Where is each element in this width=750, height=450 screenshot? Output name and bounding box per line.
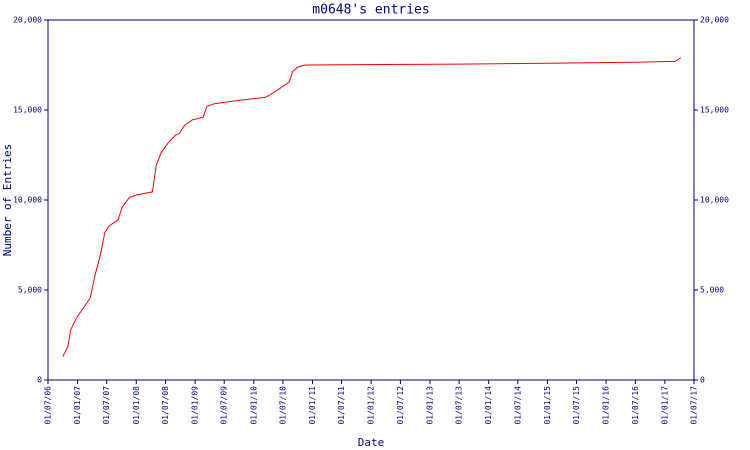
y2-tick-label: 10,000	[700, 196, 729, 205]
y-tick-label: 0	[37, 376, 42, 385]
y2-tick-label: 5,000	[700, 286, 724, 295]
x-tick-label: 01/01/08	[132, 386, 141, 425]
y-tick-label: 5,000	[18, 286, 42, 295]
x-tick-label: 01/01/16	[602, 386, 611, 425]
x-tick-label: 01/01/10	[249, 386, 258, 425]
x-tick-label: 01/01/07	[73, 386, 82, 425]
data-line	[62, 57, 682, 357]
y-tick-label: 10,000	[13, 196, 42, 205]
y-tick-label: 20,000	[13, 16, 42, 25]
x-tick-label: 01/07/13	[455, 386, 464, 425]
x-tick-label: 01/07/14	[513, 386, 522, 425]
x-tick-label: 01/07/07	[102, 386, 111, 425]
x-tick-label: 01/07/10	[278, 386, 287, 425]
x-tick-label: 01/07/09	[220, 386, 229, 425]
x-tick-label: 01/07/11	[337, 386, 346, 425]
y2-tick-label: 0	[700, 376, 705, 385]
x-tick-label: 01/01/15	[543, 386, 552, 425]
x-tick-label: 01/01/12	[367, 386, 376, 425]
x-tick-label: 01/07/08	[161, 386, 170, 425]
x-axis-label: Date	[358, 436, 385, 449]
y-tick-label: 15,000	[13, 106, 42, 115]
x-tick-label: 01/01/14	[484, 386, 493, 425]
x-tick-label: 01/07/15	[572, 386, 581, 425]
x-tick-label: 01/07/06	[44, 386, 53, 425]
y2-tick-label: 15,000	[700, 106, 729, 115]
x-tick-label: 01/01/17	[660, 386, 669, 425]
x-tick-label: 01/01/13	[426, 386, 435, 425]
x-tick-label: 01/07/12	[396, 386, 405, 425]
chart-title: m0648's entries	[312, 3, 429, 18]
x-tick-label: 01/07/16	[631, 386, 640, 425]
x-tick-label: 01/01/11	[308, 386, 317, 425]
plot-frame	[47, 19, 695, 381]
x-tick-label: 01/07/17	[690, 386, 699, 425]
y2-tick-label: 20,000	[700, 16, 729, 25]
y-axis-label: Number of Entries	[1, 144, 14, 257]
x-tick-label: 01/01/09	[191, 386, 200, 425]
